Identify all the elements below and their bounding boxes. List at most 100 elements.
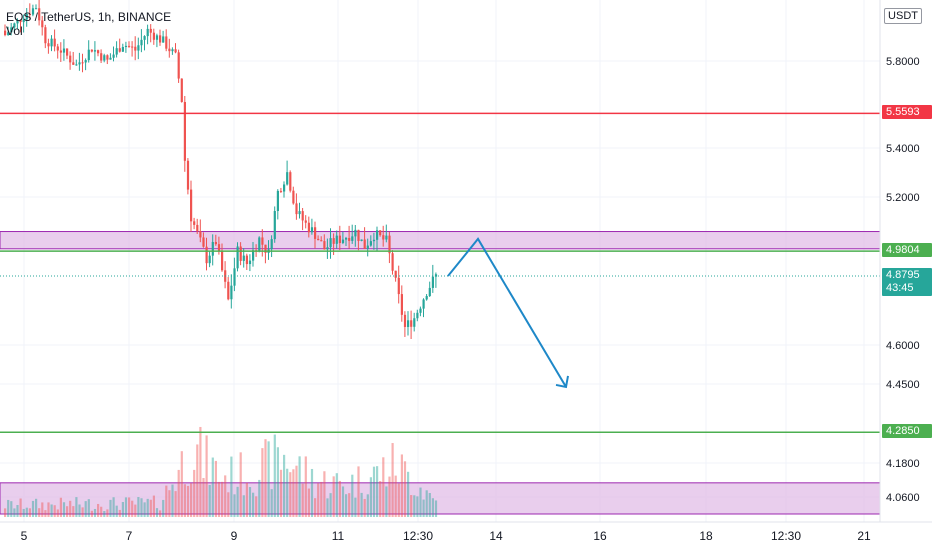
candle: [248, 254, 252, 272]
volume-bar: [360, 492, 363, 517]
candle-body: [217, 244, 221, 251]
candle: [16, 18, 19, 30]
volume-bar: [196, 444, 199, 517]
candle: [177, 49, 180, 83]
volume-bar: [62, 502, 66, 517]
candle: [400, 285, 403, 322]
candle-body: [360, 239, 363, 241]
volume-bar: [348, 493, 351, 517]
volume-bar: [28, 508, 31, 517]
candle-body: [10, 27, 13, 33]
candle-body: [137, 45, 140, 51]
candle: [286, 160, 289, 186]
volume-bar: [413, 495, 416, 517]
candle: [31, 4, 35, 17]
candle-body: [146, 28, 149, 37]
volume-bar: [44, 510, 47, 517]
volume-bar: [75, 497, 78, 517]
volume-bar: [69, 500, 72, 517]
candle: [190, 180, 193, 232]
candle-body: [382, 235, 385, 240]
candle: [128, 41, 131, 48]
candle: [199, 219, 202, 243]
candle-body: [425, 296, 428, 300]
volume-bar: [100, 506, 103, 517]
candle-body: [329, 238, 332, 248]
candle: [410, 310, 413, 340]
candle-body: [341, 239, 345, 244]
candle-body: [366, 245, 369, 249]
candle-body: [323, 241, 326, 250]
candle-body: [56, 46, 59, 51]
candle-body: [90, 49, 93, 52]
volume-bar: [283, 454, 286, 517]
volume-bar: [255, 496, 258, 517]
candle: [7, 26, 10, 36]
candle: [372, 232, 376, 250]
candle-body: [171, 49, 174, 52]
volume-bar: [199, 426, 202, 517]
candle: [323, 234, 326, 250]
current-price-badge: 4.8795 43:45: [882, 268, 932, 297]
volume-bar: [314, 498, 317, 517]
volume-bar: [7, 499, 10, 517]
candle: [422, 298, 425, 318]
candle-body: [199, 231, 202, 238]
candle: [403, 311, 407, 337]
candle: [407, 311, 410, 336]
volume-bar: [13, 508, 16, 517]
candle: [78, 52, 81, 71]
volume-bar: [124, 497, 128, 517]
candle: [66, 48, 69, 60]
candle-body: [279, 190, 283, 192]
candle-body: [186, 160, 190, 190]
volume-bar: [103, 511, 106, 517]
candle: [202, 232, 205, 248]
candle-body: [416, 312, 419, 319]
currency-button[interactable]: USDT: [884, 8, 922, 24]
candle: [252, 242, 255, 267]
volume-bar: [388, 476, 391, 517]
time-tick-label: 21: [857, 529, 871, 543]
candle: [341, 231, 345, 245]
candle: [233, 257, 236, 292]
candle: [227, 277, 230, 301]
volume-label[interactable]: Vol: [6, 24, 23, 38]
volume-bar: [4, 508, 7, 517]
red-level-value: 5.5593: [886, 106, 920, 119]
candle-body: [97, 50, 100, 54]
candle-body: [332, 238, 335, 244]
candle: [357, 229, 360, 251]
candle: [146, 24, 149, 45]
candle: [22, 14, 25, 33]
candle-body: [44, 27, 47, 44]
time-tick-label: 7: [126, 529, 133, 543]
candle-body: [205, 246, 208, 264]
candle: [329, 228, 332, 259]
time-axis: 5 7 9 11 12:30 14 16 18 12:30 21: [0, 521, 932, 543]
candle: [292, 186, 295, 205]
candle: [360, 239, 363, 242]
volume-bar: [66, 506, 69, 517]
candle-body: [286, 172, 289, 185]
candle: [137, 37, 140, 60]
time-tick-label: 12:30: [771, 529, 801, 543]
volume-bar: [134, 504, 137, 517]
volume-bar: [53, 505, 56, 517]
candle: [44, 24, 47, 49]
symbol-title[interactable]: EOS / TetherUS, 1h, BINANCE: [6, 10, 172, 24]
candle: [428, 281, 431, 297]
volume-bar: [295, 465, 298, 517]
candle-body: [261, 237, 264, 245]
zone-level-value: 4.9804: [886, 244, 920, 257]
candle: [149, 24, 152, 43]
candle: [211, 234, 214, 266]
candle-body: [289, 172, 292, 191]
candle: [304, 215, 307, 229]
candle: [335, 230, 338, 249]
candle: [363, 227, 366, 250]
volume-bar: [143, 502, 146, 517]
candle-body: [320, 240, 323, 242]
volume-bar: [22, 508, 25, 517]
